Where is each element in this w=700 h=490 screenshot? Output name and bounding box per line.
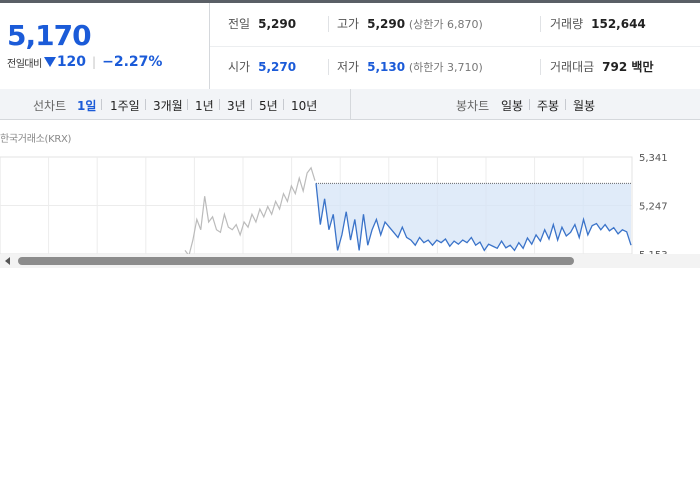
stat-prev-close: 전일 5,290 xyxy=(228,17,297,31)
change-percent: −2.27% xyxy=(102,54,163,70)
period-1d-button[interactable]: 1일 xyxy=(77,99,97,113)
period-divider xyxy=(529,99,530,110)
data-source: 한국거래소(KRX) xyxy=(0,134,72,145)
period-3y-button[interactable]: 3년 xyxy=(227,99,246,113)
period-1w-button[interactable]: 1주일 xyxy=(110,99,140,113)
line-chart-label: 선차트 xyxy=(33,99,67,113)
stat-high: 고가 5,290 (상한가 6,870) xyxy=(337,17,483,31)
candle-weekly-button[interactable]: 주봉 xyxy=(537,99,560,113)
stat-divider xyxy=(540,16,541,32)
y-tick-label: 5,153 xyxy=(639,250,668,254)
period-divider xyxy=(251,99,252,110)
chart-series xyxy=(184,166,632,254)
chart-scrollbar[interactable] xyxy=(0,254,700,268)
change-value: 120 xyxy=(56,54,87,70)
stats-table: 전일 5,290 고가 5,290 (상한가 6,870) 거래량 152,644 시… xyxy=(210,3,700,89)
previous-period-line xyxy=(184,166,316,254)
period-divider xyxy=(565,99,566,110)
period-divider xyxy=(219,99,220,110)
line-chart-periods: 선차트 1일 1주일 3개월 1년 3년 5년 10년 xyxy=(0,89,351,119)
stat-divider xyxy=(540,59,541,75)
scroll-thumb[interactable] xyxy=(18,257,574,265)
period-divider xyxy=(187,99,188,110)
today-price-line xyxy=(315,183,632,252)
period-5y-button[interactable]: 5년 xyxy=(259,99,278,113)
stat-divider xyxy=(328,16,329,32)
stat-open: 시가 5,270 xyxy=(228,60,297,74)
period-selector: 선차트 1일 1주일 3개월 1년 3년 5년 10년 봉차트 일봉 주봉 월봉 xyxy=(0,89,700,120)
stats-row-1: 전일 5,290 고가 5,290 (상한가 6,870) 거래량 152,644 xyxy=(210,3,700,47)
y-tick-label: 5,341 xyxy=(639,153,668,164)
stat-divider xyxy=(328,59,329,75)
current-price: 5,170 xyxy=(7,19,92,52)
period-divider xyxy=(101,99,102,110)
y-tick-label: 5,247 xyxy=(639,202,668,213)
stat-trade-value: 거래대금 792 백만 xyxy=(550,60,654,74)
chart-y-labels: 5,341 5,247 5,153 xyxy=(639,153,668,254)
candle-daily-button[interactable]: 일봉 xyxy=(501,99,524,113)
period-divider xyxy=(145,99,146,110)
stat-low: 저가 5,130 (하한가 3,710) xyxy=(337,60,483,74)
stats-row-2: 시가 5,270 저가 5,130 (하한가 3,710) 거래대금 792 백만 xyxy=(210,46,700,89)
stat-volume: 거래량 152,644 xyxy=(550,17,646,31)
candle-monthly-button[interactable]: 월봉 xyxy=(573,99,596,113)
separator: | xyxy=(92,55,97,69)
period-1y-button[interactable]: 1년 xyxy=(195,99,214,113)
current-price-box: 5,170 전일대비 120 | −2.27% xyxy=(0,3,210,89)
price-chart: 5,341 5,247 5,153 xyxy=(0,153,668,254)
period-divider xyxy=(283,99,284,110)
candle-chart-periods: 봉차트 일봉 주봉 월봉 xyxy=(351,89,700,119)
scroll-left-icon[interactable] xyxy=(5,257,10,265)
period-10y-button[interactable]: 10년 xyxy=(291,99,318,113)
period-3m-button[interactable]: 3개월 xyxy=(153,99,183,113)
below-reference-area xyxy=(316,183,631,251)
price-summary: 5,170 전일대비 120 | −2.27% 전일 5,290 고가 5,290 … xyxy=(0,3,700,90)
change-label: 전일대비 xyxy=(7,58,42,70)
top-border xyxy=(0,0,700,3)
down-triangle-icon xyxy=(43,57,56,67)
candle-chart-label: 봉차트 xyxy=(456,99,490,113)
change-row: 전일대비 120 | −2.27% xyxy=(7,54,162,70)
